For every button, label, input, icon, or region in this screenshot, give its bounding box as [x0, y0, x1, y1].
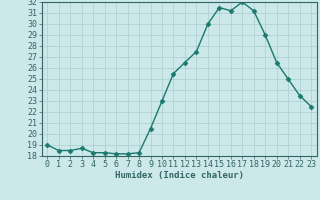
X-axis label: Humidex (Indice chaleur): Humidex (Indice chaleur): [115, 171, 244, 180]
